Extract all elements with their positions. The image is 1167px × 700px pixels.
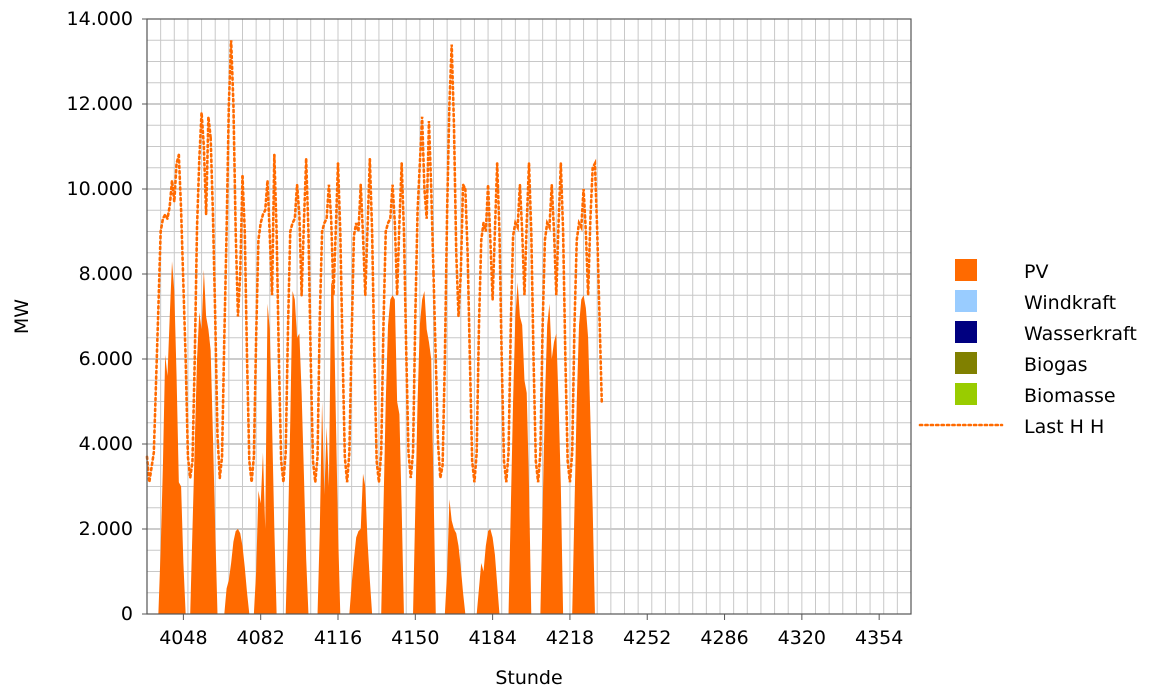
y-tick-label: 14.000 bbox=[67, 8, 133, 30]
x-axis-title: Stunde bbox=[495, 667, 562, 689]
load-line-segment bbox=[209, 40, 244, 479]
load-line-segment bbox=[527, 162, 563, 483]
pv-day-area bbox=[224, 529, 250, 614]
y-tick-label: 0 bbox=[121, 603, 133, 625]
load-line-segment bbox=[432, 44, 467, 479]
pv-day-area bbox=[349, 473, 373, 614]
load-line-segment bbox=[304, 157, 340, 483]
x-tick-label: 4082 bbox=[237, 627, 285, 649]
legend-swatch bbox=[955, 259, 977, 281]
pv-area-series bbox=[158, 261, 595, 614]
x-tick-label: 4286 bbox=[700, 627, 748, 649]
load-line-segment bbox=[177, 112, 212, 479]
pv-day-area bbox=[317, 282, 341, 614]
load-line-segment bbox=[464, 162, 499, 483]
pv-day-area bbox=[413, 291, 436, 614]
pv-day-area bbox=[572, 295, 595, 614]
pv-day-area bbox=[381, 295, 404, 614]
x-tick-label: 4184 bbox=[468, 627, 516, 649]
legend-swatch bbox=[955, 352, 977, 374]
x-tick-label: 4150 bbox=[391, 627, 439, 649]
y-tick-label: 4.000 bbox=[79, 433, 133, 455]
pv-day-area bbox=[444, 499, 466, 614]
legend-label: Last H H bbox=[1024, 416, 1104, 438]
load-line-segment bbox=[559, 158, 604, 483]
plot-frame bbox=[146, 18, 912, 615]
pv-day-area bbox=[476, 529, 500, 614]
y-axis-title: MW bbox=[11, 299, 33, 334]
load-line-segment bbox=[368, 157, 403, 483]
x-tick-label: 4320 bbox=[778, 627, 826, 649]
y-tick-label: 10.000 bbox=[67, 178, 133, 200]
pv-day-area bbox=[285, 291, 309, 614]
y-tick-label: 6.000 bbox=[79, 348, 133, 370]
legend-swatch bbox=[955, 383, 977, 405]
pv-day-area bbox=[540, 303, 564, 614]
pv-day-area bbox=[190, 269, 218, 614]
legend-label: PV bbox=[1024, 261, 1048, 283]
load-line-segment bbox=[400, 116, 435, 479]
y-tick-label: 8.000 bbox=[79, 263, 133, 285]
pv-day-area bbox=[508, 282, 532, 614]
x-tick-label: 4218 bbox=[546, 627, 594, 649]
legend-label: Wasserkraft bbox=[1024, 323, 1137, 345]
pv-day-area bbox=[253, 303, 277, 614]
load-line-segment bbox=[145, 153, 181, 483]
legend-label: Biogas bbox=[1024, 354, 1088, 376]
y-tick-label: 12.000 bbox=[67, 93, 133, 115]
y-axis: 0 2.000 4.000 6.000 8.000 10.000 12.000 14.000 bbox=[67, 8, 147, 625]
legend-swatch bbox=[955, 321, 977, 343]
legend-swatch bbox=[955, 290, 977, 312]
legend-label: Windkraft bbox=[1024, 292, 1116, 314]
load-line-segment bbox=[495, 162, 531, 483]
x-axis: 4048 4082 4116 4150 4184 4218 4252 4286 4320 4354 bbox=[159, 614, 903, 649]
y-tick-label: 2.000 bbox=[79, 518, 133, 540]
legend: PV Windkraft Wasserkraft Biogas Biomasse Last… bbox=[918, 259, 1137, 438]
legend-label: Biomasse bbox=[1024, 385, 1116, 407]
x-tick-label: 4354 bbox=[855, 627, 903, 649]
load-line-segment bbox=[336, 157, 372, 483]
load-line-segment bbox=[241, 153, 276, 483]
pv-day-area bbox=[158, 261, 186, 614]
load-line-segment bbox=[273, 153, 308, 483]
x-tick-label: 4048 bbox=[159, 627, 207, 649]
x-tick-label: 4116 bbox=[314, 627, 362, 649]
x-tick-label: 4252 bbox=[623, 627, 671, 649]
load-line-series bbox=[145, 40, 604, 483]
